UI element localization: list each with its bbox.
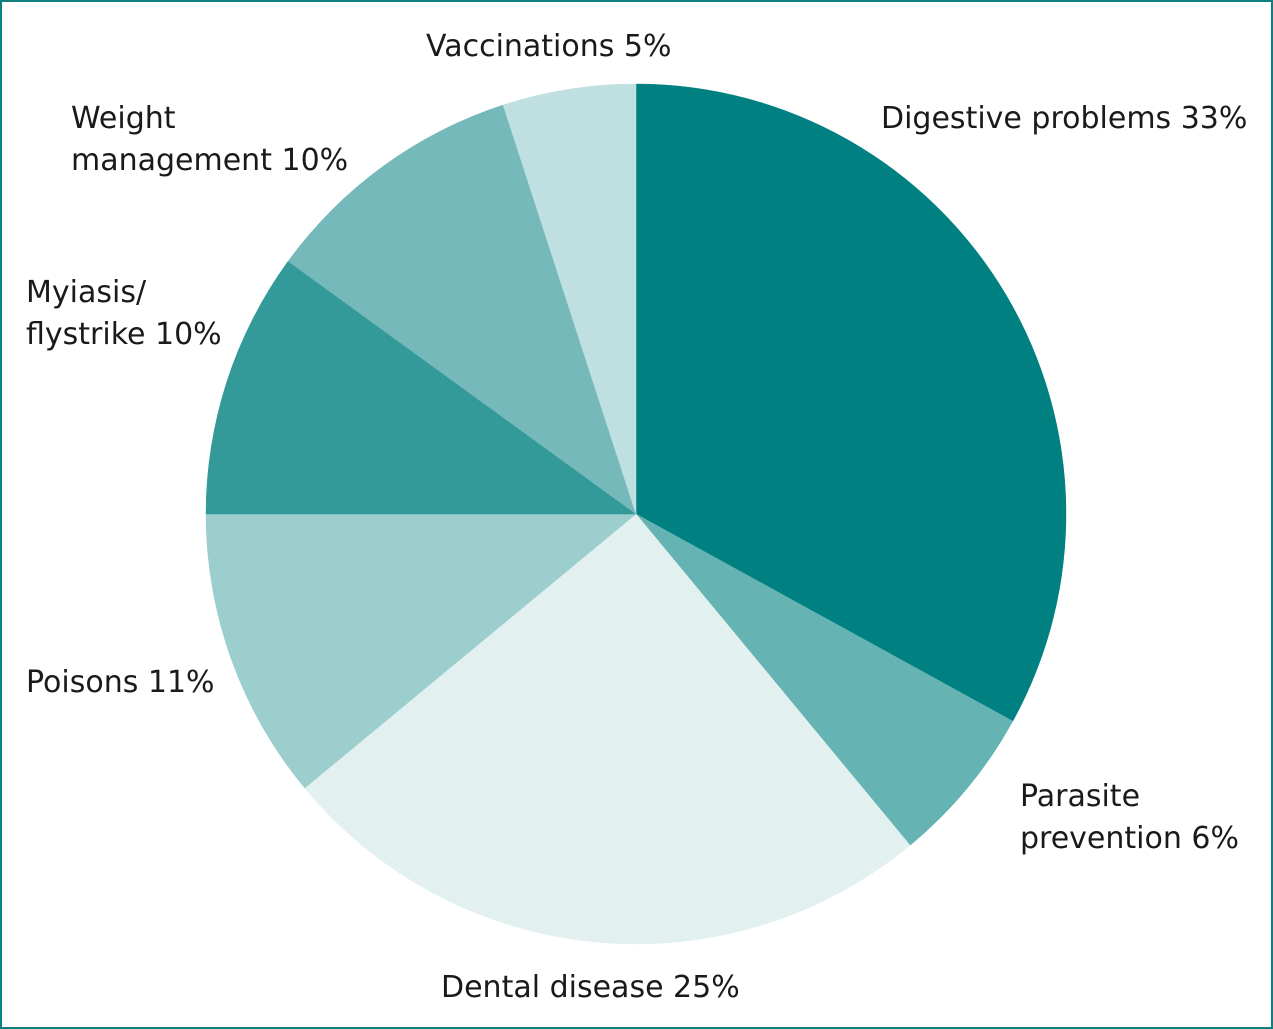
pie-slice-weight-management — [287, 104, 637, 515]
slice-label-weight-management: Weight management 10% — [71, 101, 348, 178]
pie-slice-vaccinations — [502, 83, 637, 515]
pie-slice-digestive-problems — [635, 83, 1067, 722]
pie-slices — [205, 83, 1067, 945]
pie-slice-poisons — [205, 513, 637, 789]
slice-label-digestive-problems: Digestive problems 33% — [881, 101, 1247, 136]
pie-slice-dental-disease — [304, 513, 911, 945]
slice-label-myiasis-flystrike: Myiasis/ flystrike 10% — [26, 275, 222, 352]
pie-slice-myiasis-flystrike — [205, 260, 637, 515]
slice-label-parasite-prevention: Parasite prevention 6% — [1020, 779, 1239, 856]
slice-label-vaccinations: Vaccinations 5% — [426, 29, 672, 64]
pie-slice-parasite-prevention — [635, 513, 1014, 846]
slice-label-poisons: Poisons 11% — [26, 665, 215, 700]
slice-label-dental-disease: Dental disease 25% — [441, 970, 740, 1005]
